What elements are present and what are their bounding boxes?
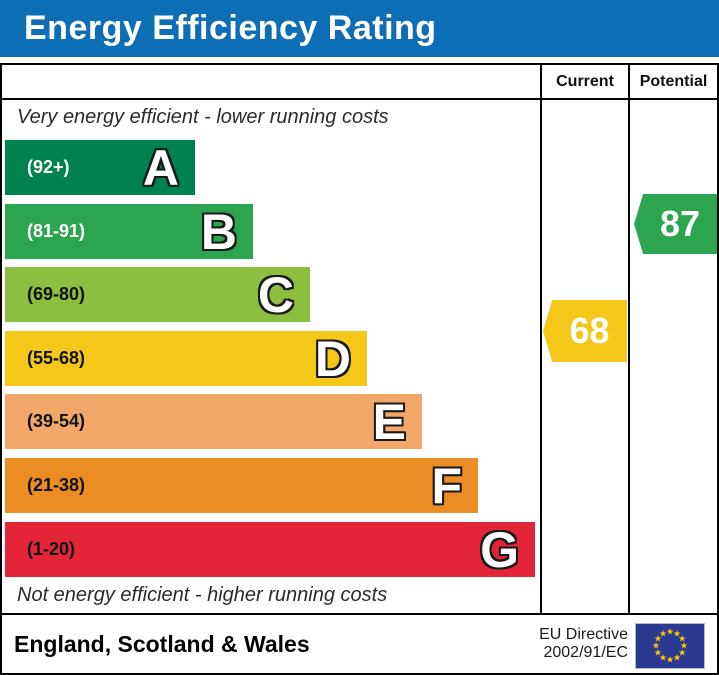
band-grade-letter: D — [314, 330, 351, 387]
header-divider — [0, 98, 719, 100]
eu-star-icon: ★ — [651, 640, 661, 651]
eu-star-icon: ★ — [653, 647, 662, 658]
potential-column-divider — [628, 63, 630, 615]
eu-star-icon: ★ — [672, 652, 682, 663]
band-grade-letter: C — [257, 266, 294, 323]
band-grade-letter: E — [372, 393, 406, 450]
band-e: (39-54) E — [5, 394, 422, 449]
eu-star-icon: ★ — [658, 652, 668, 663]
eu-star-icon: ★ — [665, 654, 675, 665]
band-g: (1-20) G — [5, 522, 535, 577]
band-range-label: (39-54) — [27, 411, 86, 431]
column-header-current: Current — [556, 73, 614, 90]
eu-star-icon: ★ — [672, 628, 682, 639]
eu-star-icon: ★ — [679, 640, 689, 651]
eu-star-icon: ★ — [653, 633, 662, 644]
eu-star-icon: ★ — [665, 626, 675, 637]
eu-star-icon: ★ — [678, 633, 687, 644]
band-range-label: (1-20) — [27, 539, 76, 559]
band-grade-letter: B — [200, 203, 237, 260]
band-a: (92+) A — [5, 140, 195, 195]
eu-directive-label: EU Directive 2002/91/EC — [539, 626, 628, 662]
band-b: (81-91) B — [5, 204, 253, 259]
caption-not-efficient: Not energy efficient - higher running co… — [17, 584, 388, 606]
current-rating-value: 68 — [569, 310, 610, 351]
current-column-divider — [540, 63, 542, 615]
column-header-potential: Potential — [639, 73, 708, 90]
band-grade-letter: G — [480, 521, 519, 578]
page-title: Energy Efficiency Rating — [24, 9, 437, 47]
band-range-label: (21-38) — [27, 475, 86, 495]
footer-divider — [0, 613, 719, 615]
eu-directive-line2: 2002/91/EC — [543, 644, 628, 661]
band-grade-letter: A — [142, 139, 179, 196]
band-range-label: (92+) — [27, 157, 70, 177]
band-range-label: (55-68) — [27, 348, 86, 368]
band-grade-letter: F — [431, 457, 462, 514]
eu-flag-icon: ★ ★ ★ ★ ★ ★ ★ ★ ★ ★ ★ ★ — [635, 623, 705, 669]
band-d: (55-68) D — [5, 331, 367, 386]
band-range-label: (69-80) — [27, 284, 86, 304]
region-label: England, Scotland & Wales — [14, 630, 310, 657]
band-c: (69-80) C — [5, 267, 310, 322]
potential-rating-marker: 87 — [634, 194, 717, 254]
eu-star-icon: ★ — [658, 628, 668, 639]
eu-star-icon: ★ — [678, 647, 687, 658]
potential-rating-value: 87 — [659, 203, 701, 244]
current-rating-marker: 68 — [543, 300, 627, 362]
band-f: (21-38) F — [5, 458, 478, 513]
band-range-label: (81-91) — [27, 221, 86, 241]
title-bar: Energy Efficiency Rating — [0, 0, 719, 57]
caption-very-efficient: Very energy efficient - lower running co… — [17, 106, 389, 128]
eu-directive-line1: EU Directive — [539, 626, 628, 643]
